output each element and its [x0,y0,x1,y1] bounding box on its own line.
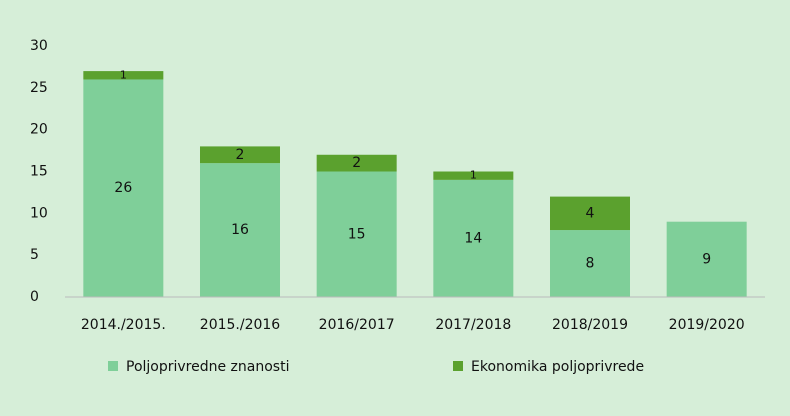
data-label: 15 [348,226,366,242]
x-tick-label: 2017/2018 [435,317,511,333]
x-tick-label: 2019/2020 [669,317,745,333]
data-label: 2 [236,147,245,163]
data-label: 14 [464,230,482,246]
legend-swatch [108,361,118,371]
data-label: 26 [114,180,132,196]
x-tick-label: 2014./2015. [81,317,166,333]
bar-segment [83,79,164,297]
y-tick-label: 20 [30,122,48,138]
bar-segment [316,171,397,297]
bar-segment [550,230,630,297]
y-tick-label: 10 [30,205,48,221]
y-tick-label: 30 [30,38,48,54]
data-label: 2 [352,155,361,171]
legend-swatch [453,361,463,371]
data-label: 4 [586,205,595,221]
x-tick-label: 2016/2017 [319,317,395,333]
bar-segment [200,163,280,297]
y-tick-label: 15 [30,164,48,180]
bar-segment [433,179,514,297]
data-label: 8 [586,256,595,272]
x-tick-label: 2018/2019 [552,317,628,333]
legend-label: Poljoprivredne znanosti [126,359,289,375]
data-label: 9 [702,251,711,267]
bar-segment [200,146,280,164]
data-label: 1 [470,169,477,182]
bar-segment [666,221,747,297]
y-tick-label: 0 [30,289,39,305]
bar-segment [550,196,630,231]
x-tick-label: 2015./2016 [200,317,281,333]
y-tick-label: 25 [30,80,48,96]
bar-segment [83,71,164,80]
y-tick-label: 5 [30,247,39,263]
legend-label: Ekonomika poljoprivrede [471,359,644,375]
bar-segment [316,154,397,172]
bar-segment [433,171,514,180]
data-label: 1 [120,68,127,81]
data-label: 16 [231,222,249,238]
